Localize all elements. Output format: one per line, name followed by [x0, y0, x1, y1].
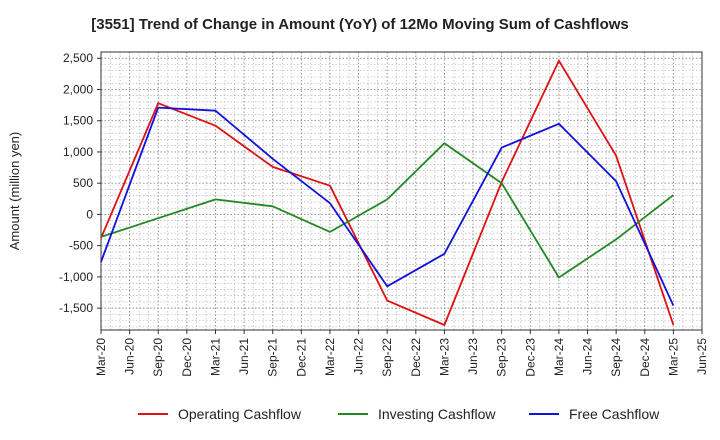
x-tick-label: Jun-22	[352, 338, 366, 375]
series-line-free-cashflow	[100, 106, 675, 306]
x-tick-label: Sep-21	[266, 338, 280, 377]
y-tick-label: 1,500	[63, 114, 93, 128]
y-tick-label: 0	[86, 207, 93, 221]
y-tick-label: -1,000	[59, 270, 93, 284]
x-tick-label: Mar-23	[437, 338, 451, 376]
x-tick-label: Jun-20	[123, 338, 137, 375]
y-tick-label: 500	[73, 176, 93, 190]
x-tick-label: Mar-20	[94, 338, 108, 376]
x-tick-label: Mar-24	[552, 338, 566, 376]
x-tick-label: Sep-20	[151, 338, 165, 377]
x-tick-label: Dec-23	[523, 338, 537, 377]
x-tick-label: Sep-22	[380, 338, 394, 377]
x-tick-label: Jun-21	[237, 338, 251, 375]
series-line-investing-cashflow	[100, 142, 674, 279]
grid	[100, 51, 703, 330]
y-tick-label: -1,500	[59, 301, 93, 315]
x-tick-label: Dec-21	[294, 338, 308, 377]
x-tick-label: Mar-21	[208, 338, 222, 376]
x-axis-ticks: Mar-20 Jun-20 Sep-20 Dec-20 Mar-21 Jun-21 Sep-…	[94, 330, 709, 377]
y-tick-label: 2,000	[63, 82, 93, 96]
legend-label-free-cashflow: Free Cashflow	[569, 406, 660, 422]
x-tick-label: Sep-23	[495, 338, 509, 377]
x-tick-label: Dec-24	[638, 338, 652, 377]
plot-area	[100, 51, 703, 331]
y-tick-label: 1,000	[63, 145, 93, 159]
x-tick-label: Jun-23	[466, 338, 480, 375]
series-lines	[100, 59, 675, 326]
chart-title: [3551] Trend of Change in Amount (YoY) o…	[91, 16, 629, 33]
x-tick-label: Jun-25	[695, 338, 709, 375]
x-tick-label: Jun-24	[581, 338, 595, 375]
x-tick-label: Mar-25	[666, 338, 680, 376]
y-axis-ticks: 2,500 2,000 1,500 1,000 500 0 -500 -1,000 -1,500	[59, 51, 101, 315]
legend-label-investing-cashflow: Investing Cashflow	[378, 406, 496, 422]
x-tick-label: Dec-22	[409, 338, 423, 377]
series-line-operating-cashflow	[100, 59, 675, 326]
legend-label-operating-cashflow: Operating Cashflow	[178, 406, 302, 422]
x-tick-label: Dec-20	[180, 338, 194, 377]
legend: Operating Cashflow Investing Cashflow Free…	[138, 406, 660, 422]
y-axis-label: Amount (million yen)	[7, 132, 22, 251]
x-tick-label: Sep-24	[609, 338, 623, 377]
x-tick-label: Mar-22	[323, 338, 337, 376]
y-tick-label: -500	[69, 239, 93, 253]
y-tick-label: 2,500	[63, 51, 93, 65]
